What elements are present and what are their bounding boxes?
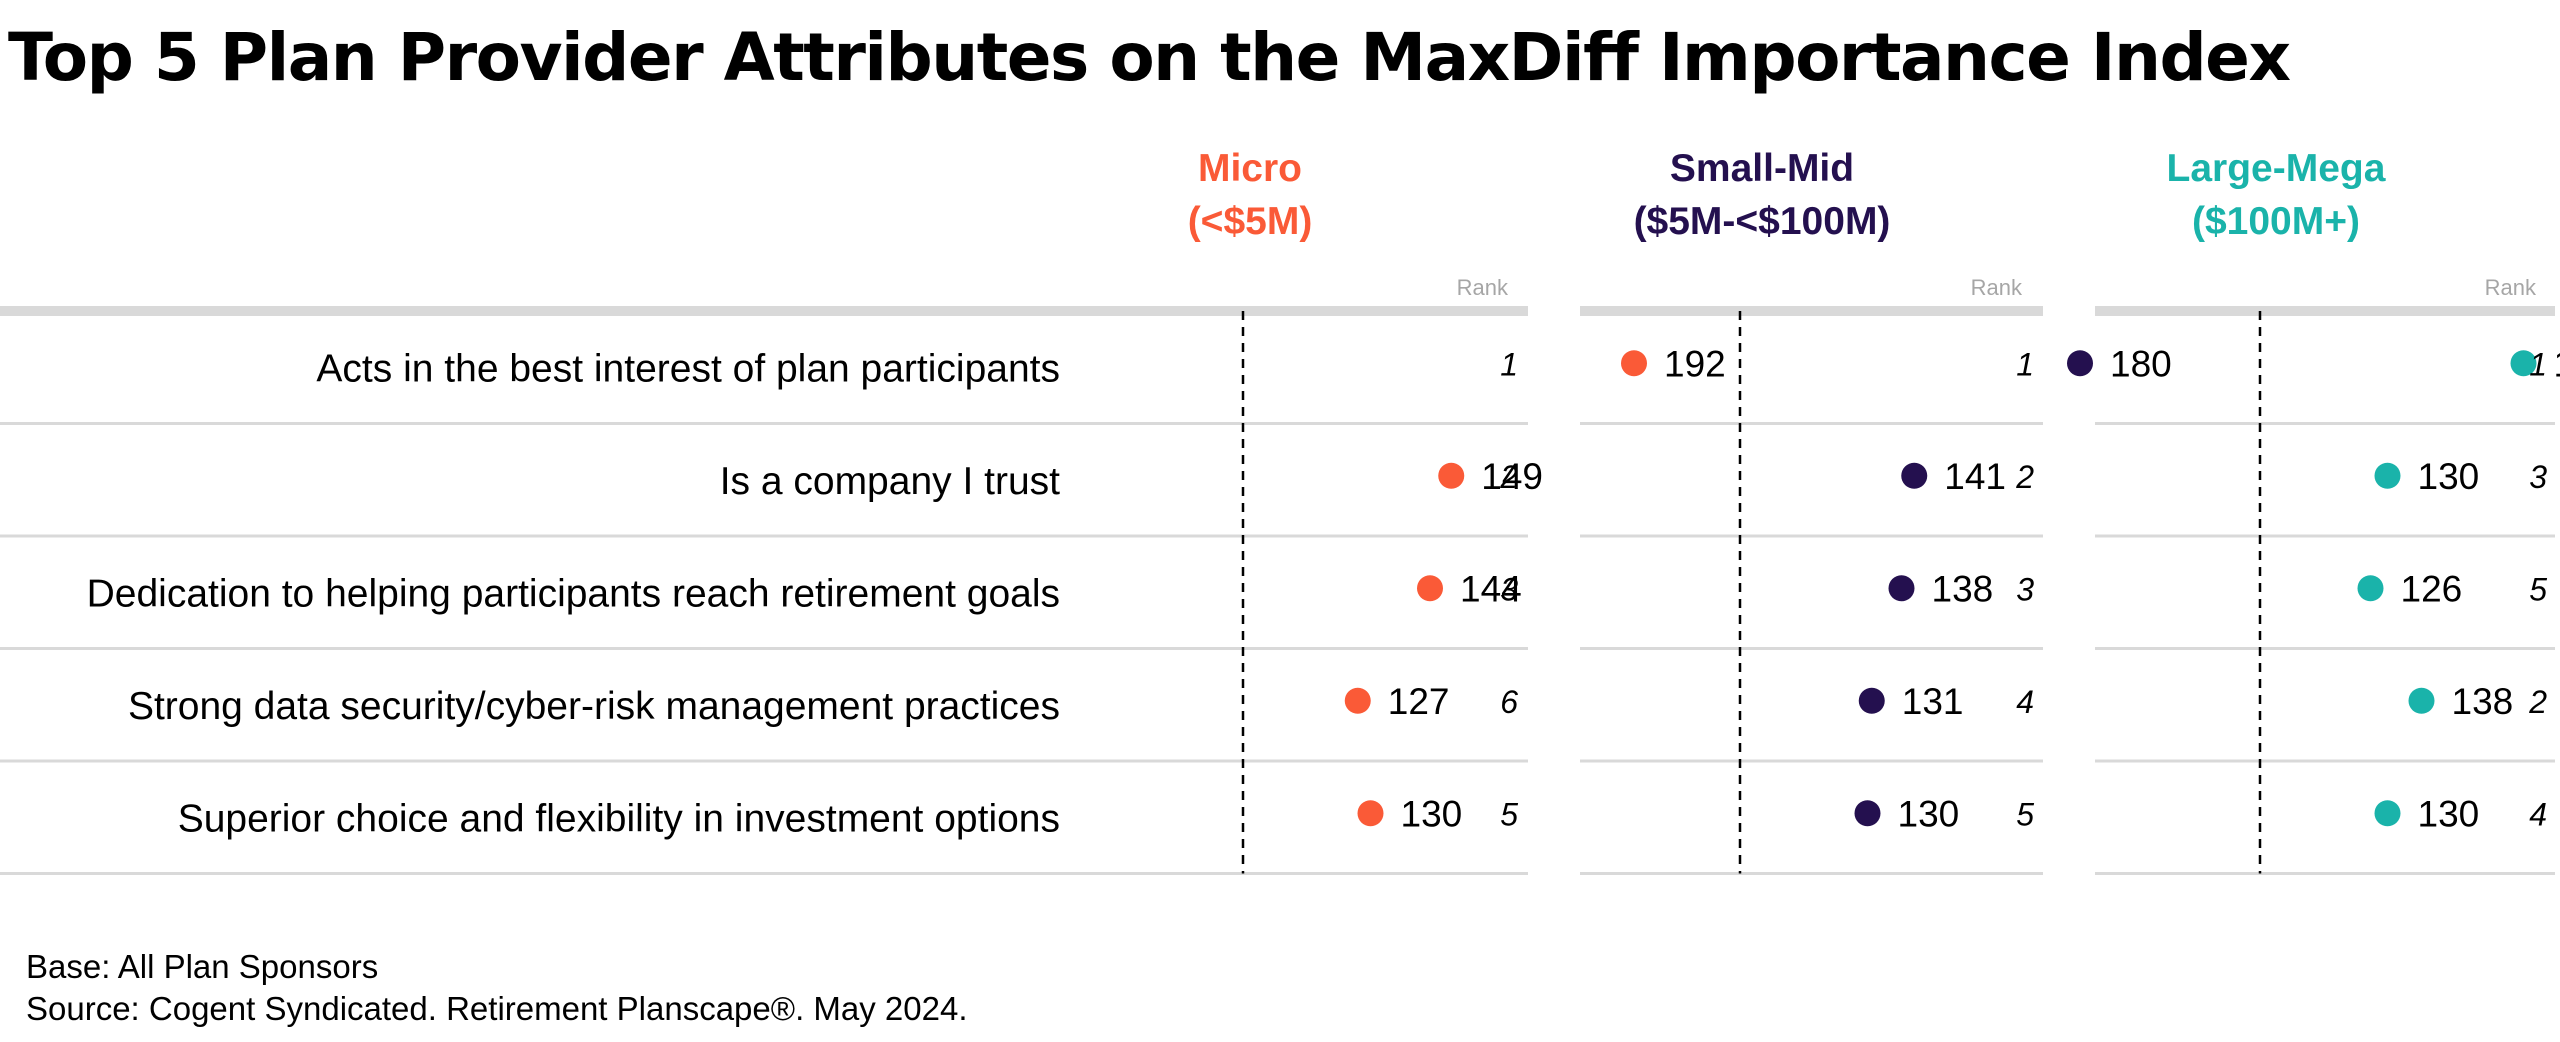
panel-top-rule bbox=[1580, 306, 2043, 316]
panel-top-rule bbox=[2095, 306, 2555, 316]
value-label: 127 bbox=[1388, 681, 1450, 722]
value-label: 180 bbox=[2110, 343, 2172, 384]
rank-header: Rank bbox=[1971, 275, 2023, 300]
attribute-labels: Acts in the best interest of plan partic… bbox=[87, 347, 1061, 840]
value-dot bbox=[1357, 800, 1384, 827]
row-lines bbox=[0, 306, 2555, 875]
rank-value: 2 bbox=[2528, 684, 2547, 720]
value-label: 141 bbox=[1944, 456, 2006, 497]
segment-headers: Micro (<$5M) Rank Small-Mid ($5M-<$100M) Rank… bbox=[1188, 147, 2537, 300]
chart-title: Top 5 Plan Provider Attributes on the Ma… bbox=[8, 19, 2291, 96]
value-dot bbox=[2510, 350, 2537, 377]
base-note: Base: All Plan Sponsors bbox=[26, 948, 379, 985]
value-dot bbox=[2067, 350, 2093, 377]
attribute-label: Acts in the best interest of plan partic… bbox=[316, 347, 1060, 390]
rank-value: 3 bbox=[1500, 571, 1518, 607]
source-note: Source: Cogent Syndicated. Retirement Pl… bbox=[26, 990, 968, 1027]
value-dot bbox=[1438, 462, 1465, 489]
value-dot bbox=[1858, 687, 1885, 714]
rank-value: 4 bbox=[2016, 684, 2034, 720]
value-dot bbox=[1888, 575, 1915, 602]
segment-name: Micro bbox=[1198, 147, 1302, 190]
rank-header: Rank bbox=[2485, 275, 2537, 300]
value-dot bbox=[1854, 800, 1881, 827]
rank-header: Rank bbox=[1457, 275, 1509, 300]
value-label: 130 bbox=[2418, 456, 2480, 497]
value-label: 149 bbox=[1481, 456, 1543, 497]
attribute-label: Is a company I trust bbox=[720, 460, 1060, 503]
value-label: 130 bbox=[1401, 793, 1463, 834]
value-label: 144 bbox=[1460, 568, 1522, 609]
value-label: 130 bbox=[2418, 793, 2480, 834]
segment-subtitle: (<$5M) bbox=[1188, 200, 1313, 243]
value-dot bbox=[2374, 800, 2401, 827]
value-label: 138 bbox=[2452, 681, 2514, 722]
attribute-label: Strong data security/cyber-risk manageme… bbox=[128, 685, 1060, 728]
rank-value: 2 bbox=[1499, 459, 1518, 495]
rank-value: 2 bbox=[2015, 459, 2034, 495]
rank-value: 3 bbox=[2016, 571, 2034, 607]
attribute-label: Dedication to helping participants reach… bbox=[87, 572, 1060, 615]
value-dot bbox=[1901, 462, 1928, 489]
segment-name: Large-Mega bbox=[2167, 147, 2386, 190]
value-label: 192 bbox=[1664, 343, 1726, 384]
segment-name: Small-Mid bbox=[1670, 147, 1854, 190]
value-dot bbox=[2374, 462, 2401, 489]
value-dot bbox=[2408, 687, 2435, 714]
rank-value: 1 bbox=[2529, 346, 2547, 382]
rank-value: 6 bbox=[1500, 684, 1518, 720]
reference-lines bbox=[1241, 311, 2262, 874]
rank-value: 5 bbox=[1500, 796, 1518, 832]
value-label: 131 bbox=[1902, 681, 1964, 722]
value-dot bbox=[1417, 575, 1443, 602]
value-label: 126 bbox=[2401, 568, 2463, 609]
value-label: 162 bbox=[2554, 343, 2560, 384]
value-dot bbox=[1344, 687, 1371, 714]
segment-subtitle: ($5M-<$100M) bbox=[1634, 200, 1891, 243]
rank-value: 5 bbox=[2529, 571, 2547, 607]
value-label: 138 bbox=[1932, 568, 1994, 609]
rank-value: 1 bbox=[1500, 346, 1518, 382]
value-dot bbox=[1621, 350, 1647, 377]
panel-top-rule bbox=[0, 306, 1528, 316]
rank-value: 4 bbox=[2529, 796, 2547, 832]
rank-value: 3 bbox=[2529, 459, 2547, 495]
segment-subtitle: ($100M+) bbox=[2192, 200, 2360, 243]
value-label: 130 bbox=[1898, 793, 1960, 834]
value-dot bbox=[2357, 575, 2384, 602]
rank-value: 1 bbox=[2016, 346, 2034, 382]
attribute-label: Superior choice and flexibility in inves… bbox=[178, 797, 1060, 840]
rank-value: 5 bbox=[2016, 796, 2034, 832]
